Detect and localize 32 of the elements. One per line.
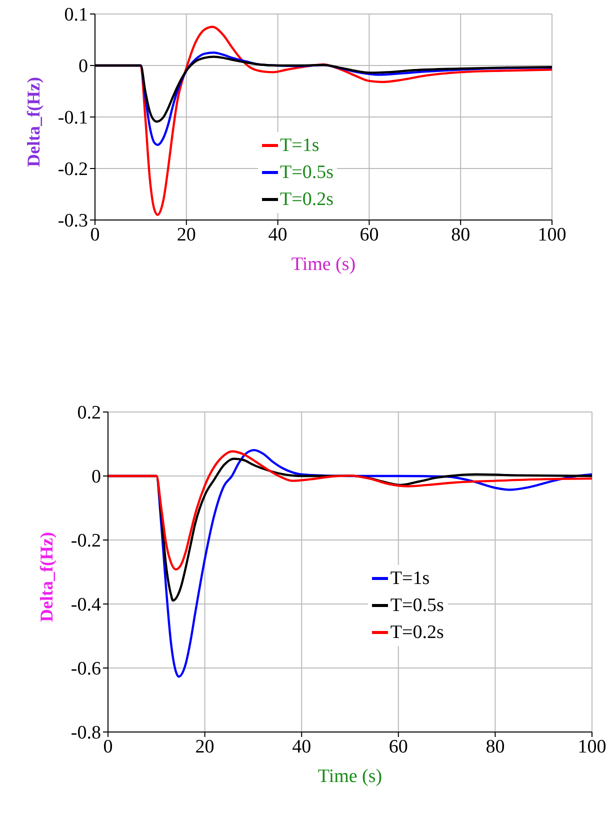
y-tick-label: 0.2 — [77, 402, 101, 424]
x-tick-label: 100 — [538, 224, 566, 246]
y-axis-title: Delta_f(Hz) — [23, 77, 44, 167]
y-tick-label: -0.6 — [70, 658, 101, 680]
y-tick-label: -0.2 — [70, 530, 101, 552]
y-tick-label: -0.2 — [58, 159, 88, 180]
legend-label: T=0.2s — [280, 188, 334, 212]
y-tick-label: -0.4 — [70, 594, 102, 616]
y-tick-label: -0.3 — [58, 210, 88, 232]
x-axis-title: Time (s) — [318, 766, 382, 787]
x-tick-label: 60 — [360, 224, 379, 246]
x-tick-label: 40 — [268, 224, 288, 246]
legend-label: T=0.2s — [390, 621, 444, 646]
y-tick-label: 0 — [78, 56, 88, 78]
y-tick-label: -0.1 — [58, 108, 88, 129]
x-axis-title: Time (s) — [291, 254, 356, 275]
legend-label: T=1s — [390, 567, 430, 592]
x-tick-label: 20 — [176, 224, 196, 246]
y-tick-label: 0.1 — [64, 4, 88, 26]
y-tick-label: -0.8 — [70, 722, 101, 744]
x-tick-label: 80 — [486, 736, 505, 758]
x-tick-label: 60 — [388, 736, 408, 758]
legend-label: T=1s — [280, 134, 320, 158]
legend-label: T=0.5s — [280, 161, 334, 185]
x-tick-label: 80 — [451, 224, 470, 246]
x-tick-label: 40 — [292, 736, 312, 758]
y-axis-title: Delta_f(Hz) — [36, 532, 56, 622]
line-series — [108, 450, 592, 571]
y-tick-label: 0 — [92, 466, 101, 488]
legend-label: T=0.5s — [390, 594, 444, 618]
x-tick-label: 100 — [578, 736, 606, 758]
x-tick-label: 20 — [195, 736, 214, 758]
